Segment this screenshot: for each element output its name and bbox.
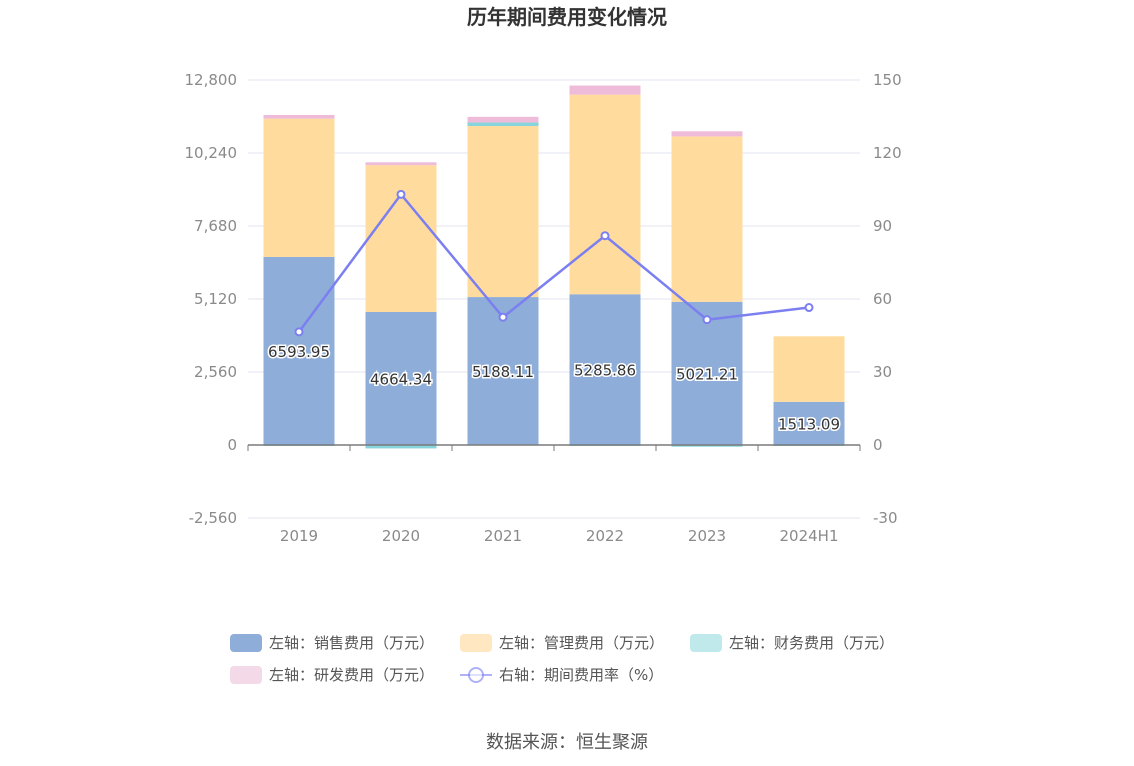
right-tick-label: 150 [873, 71, 902, 89]
bar-segment [365, 445, 437, 449]
right-tick-label: 0 [873, 436, 883, 454]
rate-point [702, 315, 712, 325]
legend-label: 左轴：管理费用（万元） [499, 634, 664, 652]
legend-swatch-marker [468, 667, 484, 683]
x-tick-label: 2022 [586, 527, 624, 545]
line-series [294, 189, 814, 337]
grid-lines [248, 79, 860, 519]
legend-label: 右轴：期间费用率（%） [499, 666, 663, 684]
legend-label: 左轴：销售费用（万元） [269, 634, 434, 652]
legend-label: 左轴：财务费用（万元） [729, 634, 894, 652]
right-tick-label: 120 [873, 144, 902, 162]
sales-data-label: 5188.11 [472, 363, 534, 381]
x-axis [247, 444, 861, 451]
bar-segment [569, 85, 641, 95]
x-tick-label: 2020 [382, 527, 420, 545]
sales-data-label: 6593.95 [268, 343, 330, 361]
legend-item: 右轴：期间费用率（%） [460, 666, 663, 684]
left-tick-label: 10,240 [185, 144, 238, 162]
bar-segment [467, 116, 539, 123]
legend: 左轴：销售费用（万元） 左轴：管理费用（万元） 左轴：财务费用（万元） 左轴：研发费用… [230, 634, 894, 684]
left-tick-label: -2,560 [189, 509, 237, 527]
left-tick-label: 5,120 [194, 290, 237, 308]
bar-segment [671, 136, 743, 302]
bar-segment [365, 311, 437, 445]
rate-point [600, 231, 610, 241]
bar-segment [569, 94, 641, 295]
source-note: 数据来源：恒生聚源 [486, 732, 648, 753]
rate-point [498, 312, 508, 322]
legend-item: 左轴：研发费用（万元） [230, 666, 434, 684]
bar-segment [773, 336, 845, 402]
legend-item: 左轴：财务费用（万元） [690, 634, 894, 652]
legend-item: 左轴：销售费用（万元） [230, 634, 434, 652]
sales-data-label: 4664.34 [370, 370, 432, 388]
legend-swatch [460, 634, 492, 652]
right-tick-label: 90 [873, 217, 892, 235]
left-tick-label: 2,560 [194, 363, 237, 381]
legend-item: 左轴：管理费用（万元） [460, 634, 664, 652]
rate-line [297, 192, 810, 333]
x-tick-label: 2021 [484, 527, 522, 545]
legend-swatch [690, 634, 722, 652]
x-tick-label: 2019 [280, 527, 318, 545]
bar-segment [671, 131, 743, 137]
bar-segment [263, 256, 335, 445]
bar-segment [365, 162, 437, 166]
right-axis-ticks: 150 120 90 60 30 0 -30 [873, 71, 902, 527]
legend-label: 左轴：研发费用（万元） [269, 666, 434, 684]
sales-data-label: 5021.21 [676, 365, 738, 383]
right-tick-label: 60 [873, 290, 892, 308]
bar-series [263, 85, 845, 449]
bar-segment [263, 114, 335, 119]
chart-title: 历年期间费用变化情况 [467, 5, 667, 29]
bar-segment [365, 165, 437, 312]
sales-data-label: 5285.86 [574, 362, 636, 380]
bar-segment [569, 294, 641, 445]
bar-segment [467, 125, 539, 298]
x-axis-ticks: 2019 2020 2021 2022 2023 2024H1 [280, 527, 839, 545]
bar-segment [671, 445, 743, 447]
sales-data-label: 1513.09 [778, 415, 840, 433]
rate-point [294, 327, 304, 337]
bar-segment [671, 301, 743, 445]
left-tick-label: 7,680 [194, 217, 237, 235]
bar-segment [467, 122, 539, 126]
bar-segment [263, 118, 335, 257]
data-labels: 6593.95 4664.34 5188.11 5285.86 5021.21 1513.… [266, 341, 841, 434]
right-tick-label: 30 [873, 363, 892, 381]
left-axis-ticks: 12,800 10,240 7,680 5,120 2,560 0 -2,560 [185, 71, 238, 527]
left-tick-label: 12,800 [185, 71, 238, 89]
x-tick-label: 2024H1 [780, 527, 839, 545]
rate-point [804, 303, 814, 313]
x-tick-label: 2023 [688, 527, 726, 545]
legend-swatch [230, 634, 262, 652]
left-tick-label: 0 [227, 436, 237, 454]
bar-segment [773, 401, 845, 445]
right-tick-label: -30 [873, 509, 898, 527]
legend-swatch [230, 666, 262, 684]
rate-point [396, 189, 406, 199]
